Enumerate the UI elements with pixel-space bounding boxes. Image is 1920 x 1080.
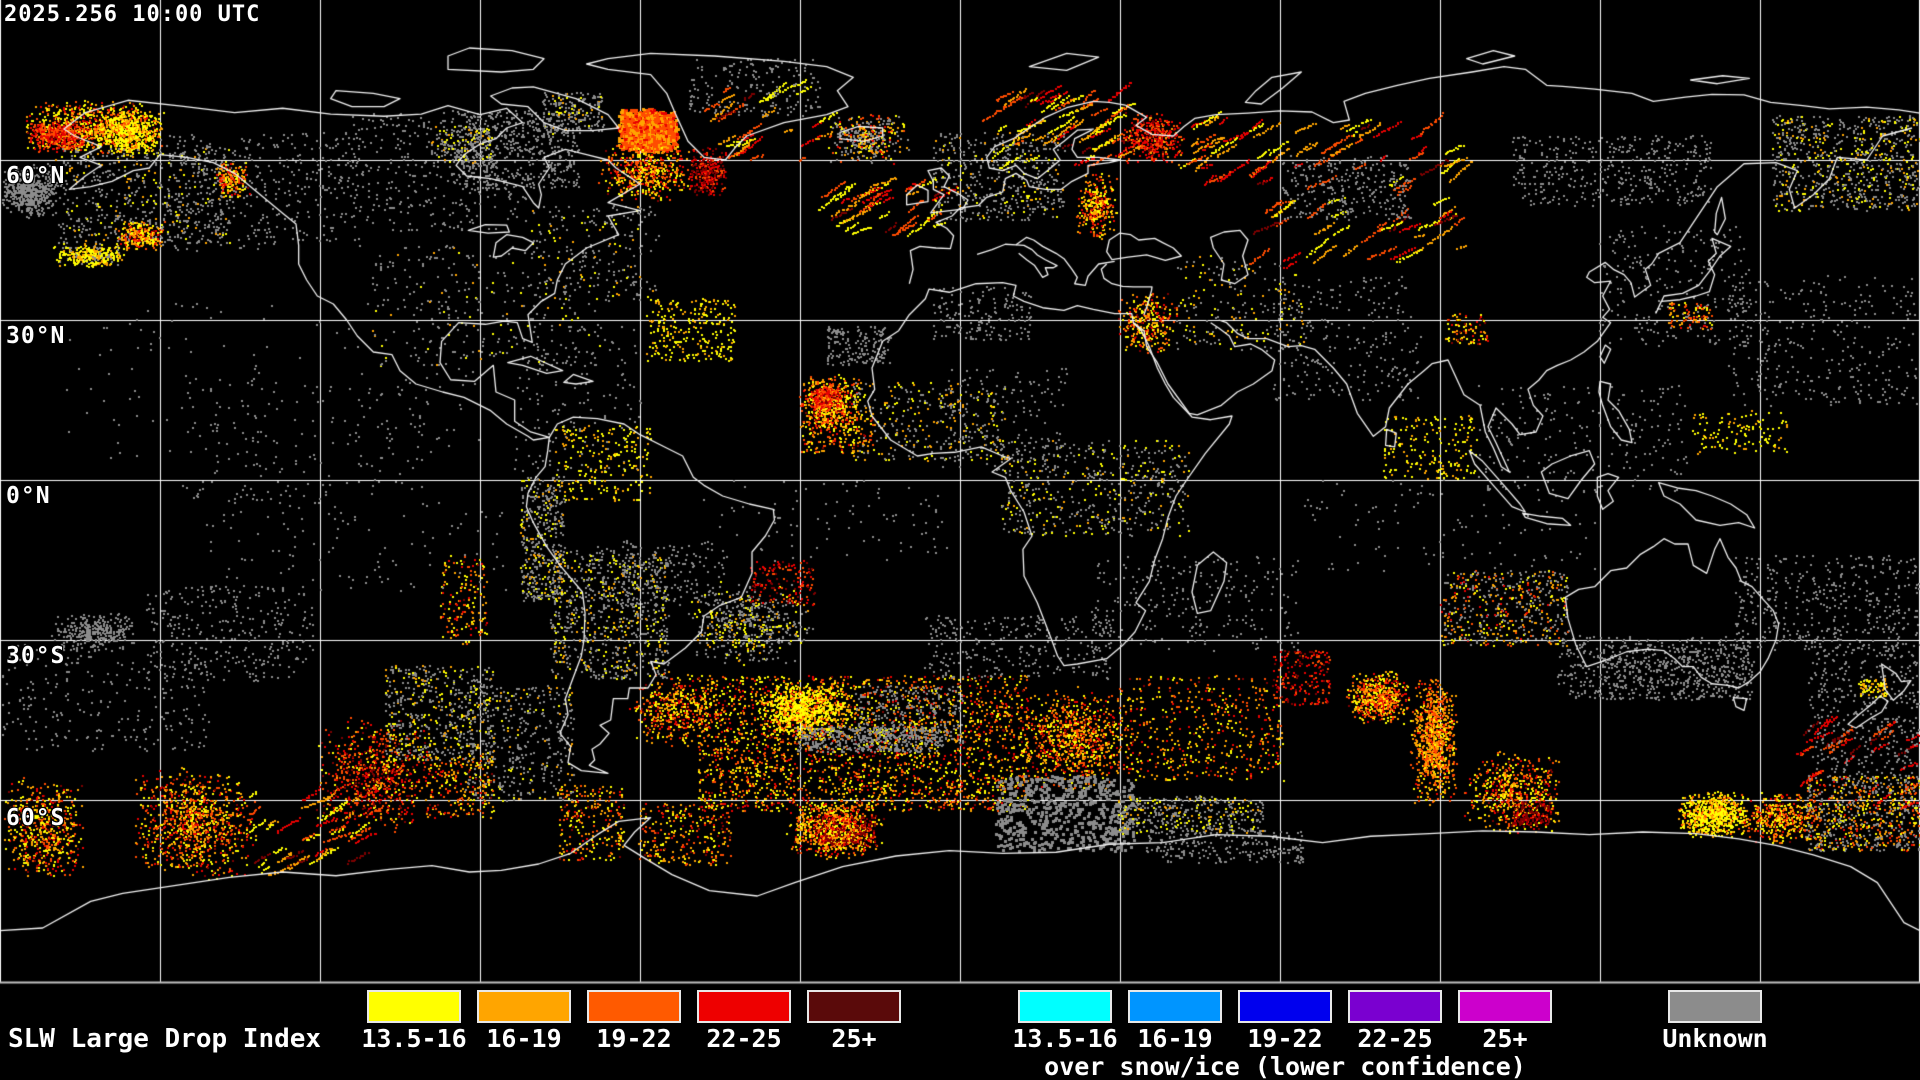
latitude-label-30n: 30°N xyxy=(6,323,66,349)
legend-swatch-warm-3 xyxy=(587,990,681,1023)
legend-swatch-snowice-1 xyxy=(1018,990,1112,1023)
snow-ice-caption: over snow/ice (lower confidence) xyxy=(1044,1052,1526,1080)
legend-label-snowice-2: 16-19 xyxy=(1137,1024,1213,1053)
legend-swatch-warm-5 xyxy=(807,990,901,1023)
timestamp-label: 2025.256 10:00 UTC xyxy=(4,2,261,27)
legend-swatch-snowice-3 xyxy=(1238,990,1332,1023)
legend-swatch-warm-2 xyxy=(477,990,571,1023)
latitude-label-30s: 30°S xyxy=(6,643,66,669)
legend-label-snowice-1: 13.5-16 xyxy=(1012,1024,1118,1053)
legend-swatch-snowice-5 xyxy=(1458,990,1552,1023)
legend-swatch-warm-1 xyxy=(367,990,461,1023)
legend-swatch-unknown xyxy=(1668,990,1762,1023)
legend-swatch-snowice-2 xyxy=(1128,990,1222,1023)
legend-label-warm-2: 16-19 xyxy=(486,1024,562,1053)
legend-label-warm-1: 13.5-16 xyxy=(361,1024,467,1053)
legend-swatch-warm-4 xyxy=(697,990,791,1023)
legend-label-snowice-5: 25+ xyxy=(1482,1024,1528,1053)
latitude-label-60n: 60°N xyxy=(6,163,66,189)
legend-swatch-snowice-4 xyxy=(1348,990,1442,1023)
legend-label-warm-5: 25+ xyxy=(831,1024,877,1053)
latitude-label-60s: 60°S xyxy=(6,805,66,831)
legend-label-warm-3: 19-22 xyxy=(596,1024,672,1053)
legend-label-unknown: Unknown xyxy=(1662,1024,1768,1053)
legend-label-snowice-4: 22-25 xyxy=(1357,1024,1433,1053)
latitude-label-0n: 0°N xyxy=(6,483,51,509)
legend-title: SLW Large Drop Index xyxy=(8,1024,322,1054)
legend-label-snowice-3: 19-22 xyxy=(1247,1024,1323,1053)
legend-label-warm-4: 22-25 xyxy=(706,1024,782,1053)
